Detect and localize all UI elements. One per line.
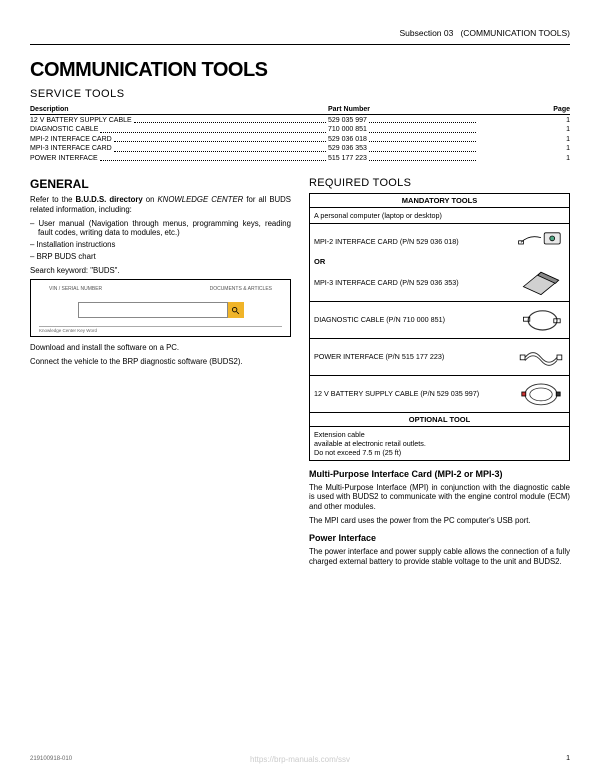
row-page: 1	[478, 154, 570, 163]
col-page: Page	[478, 106, 570, 113]
mandatory-header: MANDATORY TOOLS	[310, 194, 570, 208]
row-desc: DIAGNOSTIC CABLE	[30, 125, 98, 134]
mpi3-image	[517, 268, 565, 298]
knowledge-center-screenshot: VIN / SERIAL NUMBER DOCUMENTS & ARTICLES…	[30, 279, 291, 337]
row-pn: 529 036 018	[328, 135, 367, 144]
row-page: 1	[478, 125, 570, 134]
intro-d: KNOWLEDGE CENTER	[157, 195, 243, 204]
mpi2-text: MPI-2 INTERFACE CARD (P/N 529 036 018)	[314, 238, 513, 247]
col-partnumber: Part Number	[328, 106, 478, 113]
list-item: BRP BUDS chart	[30, 252, 291, 262]
mpi2-image	[517, 227, 565, 257]
optional-header: OPTIONAL TOOL	[310, 413, 570, 427]
watermark: https://brp-manuals.com/ssv	[250, 755, 350, 764]
power-subheading: Power Interface	[309, 533, 570, 543]
row-desc: POWER INTERFACE	[30, 154, 98, 163]
row-page: 1	[478, 116, 570, 125]
mandatory-tools-table: MANDATORY TOOLS A personal computer (lap…	[309, 193, 570, 461]
col-description: Description	[30, 106, 328, 113]
power-text: POWER INTERFACE (P/N 515 177 223)	[314, 353, 513, 362]
mpi-p2: The MPI card uses the power from the PC …	[309, 516, 570, 526]
list-item: Installation instructions	[30, 240, 291, 250]
intro-a: Refer to the	[30, 195, 76, 204]
p-download: Download and install the software on a P…	[30, 343, 291, 353]
row-page: 1	[478, 135, 570, 144]
p-connect: Connect the vehicle to the BRP diagnosti…	[30, 357, 291, 367]
row-ext: Extension cable available at electronic …	[310, 427, 570, 461]
table-row: DIAGNOSTIC CABLE 710 000 851 1	[30, 125, 570, 134]
row-desc: MPI-3 INTERFACE CARD	[30, 144, 112, 153]
header-rule	[30, 44, 570, 45]
or-label: OR	[314, 257, 565, 266]
row-page: 1	[478, 144, 570, 153]
ext-l2: available at electronic retail outlets.	[314, 439, 565, 448]
doc-number: 219100918-010	[30, 756, 72, 762]
row-pn: 710 000 851	[328, 125, 367, 134]
search-icon	[228, 302, 244, 318]
power-image	[517, 342, 565, 372]
subsection-title: (COMMUNICATION TOOLS)	[460, 28, 570, 38]
intro-c: on	[143, 195, 158, 204]
ext-l1: Extension cable	[314, 430, 565, 439]
general-heading: GENERAL	[30, 177, 291, 191]
page-number: 1	[566, 755, 570, 762]
search-keyword-line: Search keyword: "BUDS".	[30, 266, 291, 276]
left-column: GENERAL Refer to the B.U.D.S. directory …	[30, 177, 291, 570]
batt-text: 12 V BATTERY SUPPLY CABLE (P/N 529 035 9…	[314, 390, 513, 399]
diag-text: DIAGNOSTIC CABLE (P/N 710 000 851)	[314, 316, 513, 325]
row-batt: 12 V BATTERY SUPPLY CABLE (P/N 529 035 9…	[310, 376, 570, 413]
page-title: COMMUNICATION TOOLS	[30, 59, 570, 82]
table-row: POWER INTERFACE 515 177 223 1	[30, 154, 570, 163]
page-footer: 219100918-010 https://brp-manuals.com/ss…	[30, 755, 570, 762]
tools-table-header: Description Part Number Page	[30, 106, 570, 115]
page-header: Subsection 03 (COMMUNICATION TOOLS)	[30, 28, 570, 38]
required-tools-heading: REQUIRED TOOLS	[309, 177, 570, 189]
subsection-label: Subsection 03	[399, 28, 453, 38]
service-tools-heading: SERVICE TOOLS	[30, 88, 570, 100]
row-desc: 12 V BATTERY SUPPLY CABLE	[30, 116, 132, 125]
general-intro: Refer to the B.U.D.S. directory on KNOWL…	[30, 195, 291, 214]
row-mpi2-mpi3: MPI-2 INTERFACE CARD (P/N 529 036 018) O…	[310, 224, 570, 302]
batt-image	[517, 379, 565, 409]
row-diag: DIAGNOSTIC CABLE (P/N 710 000 851)	[310, 302, 570, 339]
table-row: MPI-2 INTERFACE CARD 529 036 018 1	[30, 135, 570, 144]
list-item: User manual (Navigation through menus, p…	[30, 219, 291, 238]
sb-tab-docs: DOCUMENTS & ARTICLES	[210, 286, 272, 292]
sb-input-illustration	[78, 302, 228, 318]
sb-tab-vin: VIN / SERIAL NUMBER	[49, 286, 102, 292]
diag-image	[517, 305, 565, 335]
mpi-subheading: Multi-Purpose Interface Card (MPI-2 or M…	[309, 469, 570, 479]
row-pn: 515 177 223	[328, 154, 367, 163]
row-pn: 529 036 353	[328, 144, 367, 153]
right-column: REQUIRED TOOLS MANDATORY TOOLS A persona…	[309, 177, 570, 570]
mpi3-text: MPI-3 INTERFACE CARD (P/N 529 036 353)	[314, 279, 513, 288]
table-row: MPI-3 INTERFACE CARD 529 036 353 1	[30, 144, 570, 153]
mpi-p1: The Multi-Purpose Interface (MPI) in con…	[309, 483, 570, 512]
row-desc: MPI-2 INTERFACE CARD	[30, 135, 112, 144]
sb-caption: Knowledge Center Key Word	[39, 326, 282, 333]
intro-b: B.U.D.S. directory	[76, 195, 143, 204]
general-bullets: User manual (Navigation through menus, p…	[30, 219, 291, 262]
row-pn: 529 035 997	[328, 116, 367, 125]
row-pc: A personal computer (laptop or desktop)	[310, 208, 570, 224]
table-row: 12 V BATTERY SUPPLY CABLE 529 035 997 1	[30, 116, 570, 125]
tools-table-body: 12 V BATTERY SUPPLY CABLE529 035 9971DIA…	[30, 116, 570, 163]
power-p: The power interface and power supply cab…	[309, 547, 570, 566]
ext-l3: Do not exceed 7.5 m (25 ft)	[314, 448, 565, 457]
row-power: POWER INTERFACE (P/N 515 177 223)	[310, 339, 570, 376]
